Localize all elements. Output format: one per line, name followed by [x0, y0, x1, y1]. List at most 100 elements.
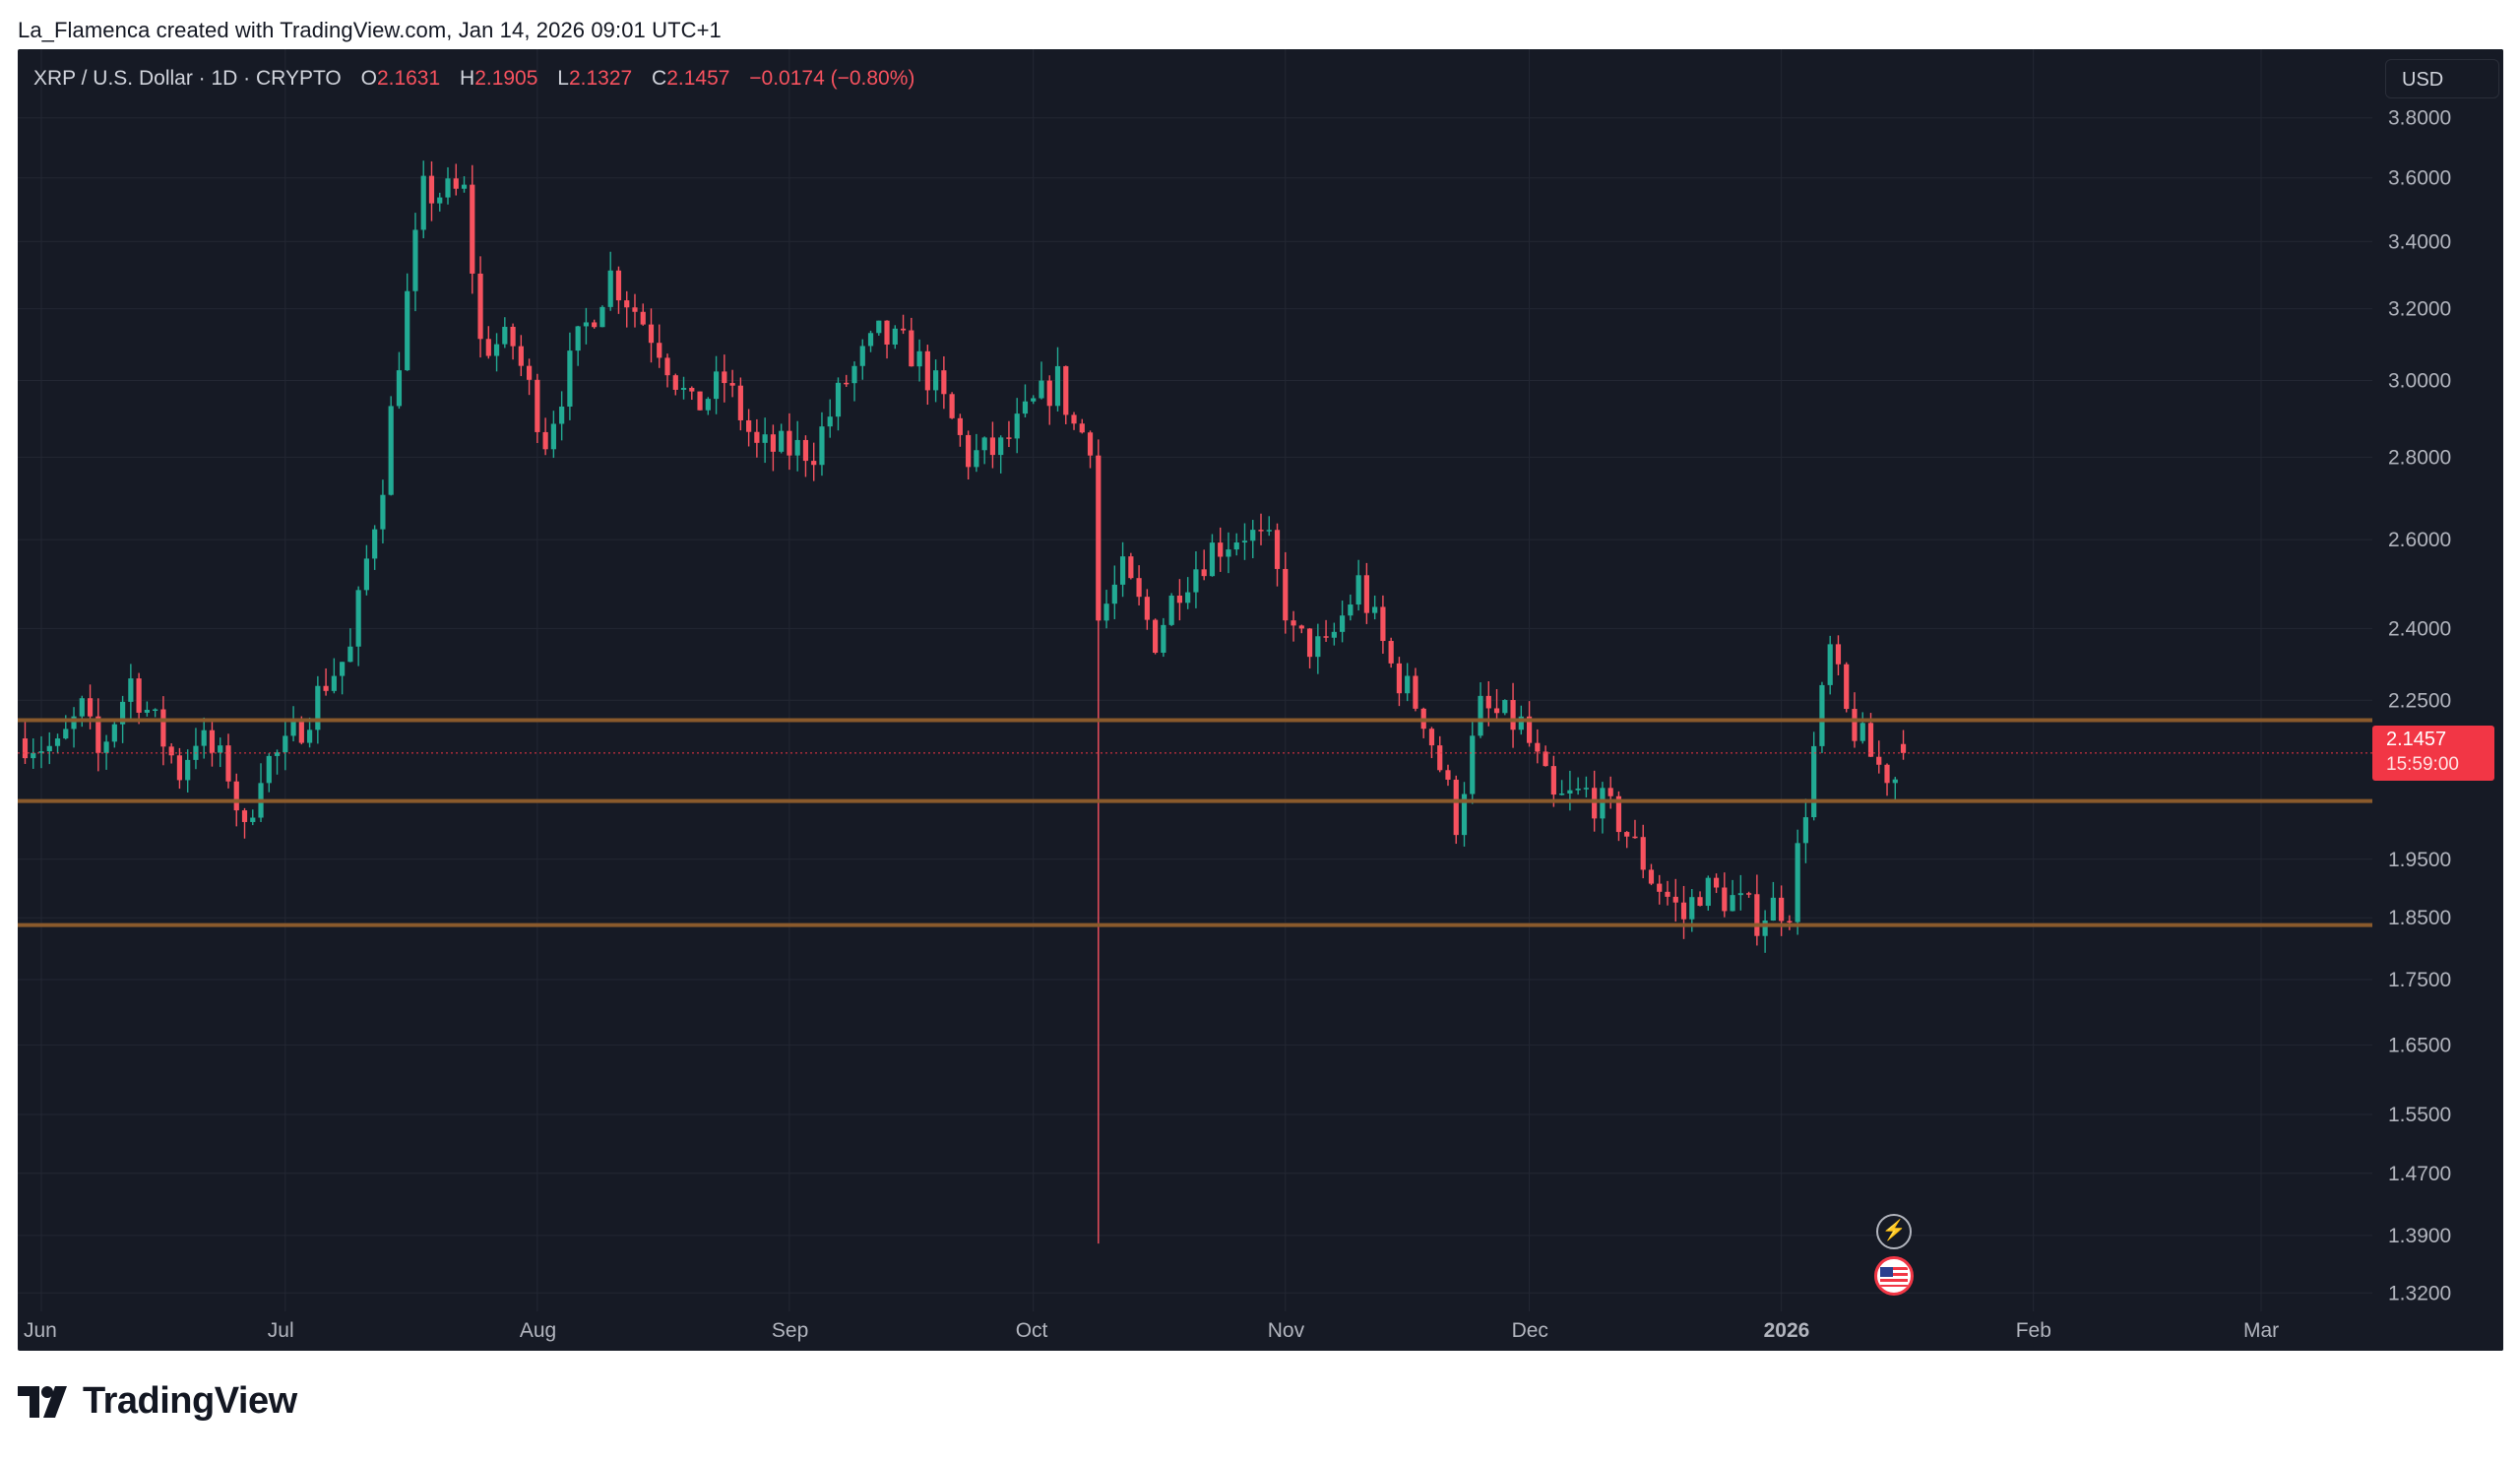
candle-body — [542, 431, 548, 450]
candle-body — [1372, 606, 1378, 613]
candle-body — [1648, 869, 1655, 884]
candle-body — [835, 382, 842, 417]
us-flag-icon[interactable] — [1874, 1256, 1914, 1296]
price-tick-label: 1.4700 — [2388, 1163, 2451, 1185]
candle-body — [1859, 723, 1865, 741]
flag-canton — [1880, 1267, 1893, 1277]
flash-event-icon[interactable]: ⚡ — [1876, 1214, 1912, 1249]
candle-body — [819, 426, 825, 466]
candle-body — [949, 394, 955, 418]
candle-body — [396, 370, 403, 407]
candle-body — [697, 391, 703, 411]
candle-body — [485, 339, 491, 356]
price-axis-area — [2372, 49, 2503, 1351]
candle-body — [31, 752, 36, 759]
candle-body — [412, 229, 418, 291]
candle-body — [306, 730, 313, 743]
candle-body — [705, 399, 711, 411]
price-tick-label: 2.2500 — [2388, 689, 2451, 712]
candle-body — [1144, 597, 1150, 620]
time-tick-label: Mar — [2243, 1319, 2279, 1342]
candle-body — [1258, 530, 1264, 532]
candle-body — [640, 311, 646, 325]
chart-pane[interactable]: 3.8000 3.6000 3.4000 3.2000 3.0000 2.8000 2.60… — [18, 49, 2503, 1351]
candle-body — [1518, 716, 1524, 730]
candle-body — [38, 751, 44, 753]
price-tick-label: 1.7500 — [2388, 969, 2451, 991]
candle-body — [1380, 606, 1386, 642]
price-tick-label: 1.3900 — [2388, 1225, 2451, 1247]
candle-body — [1266, 530, 1272, 532]
currency-button[interactable]: USD — [2385, 59, 2499, 98]
candle-body — [1737, 893, 1743, 896]
candle-body — [1226, 549, 1231, 557]
candle-body — [1762, 921, 1768, 936]
high-label: H — [460, 67, 475, 90]
candle-body — [1795, 843, 1800, 922]
candle-body — [331, 675, 337, 691]
candle-body — [477, 273, 483, 340]
candle-body — [1493, 708, 1500, 714]
low-value: 2.1327 — [568, 67, 633, 90]
candle-body — [989, 437, 996, 456]
candle-body — [1811, 745, 1817, 818]
candle-body — [1233, 541, 1239, 550]
candle-body — [290, 721, 296, 736]
candle-body — [405, 290, 410, 371]
candle-body — [153, 709, 158, 712]
candle-body — [95, 716, 101, 753]
price-chart[interactable]: 3.8000 3.6000 3.4000 3.2000 3.0000 2.8000 2.60… — [18, 49, 2503, 1351]
candle-body — [1592, 788, 1598, 819]
candle-body — [1437, 745, 1443, 771]
symbol-title: XRP / U.S. Dollar · 1D · CRYPTO — [33, 67, 342, 90]
candle-body — [111, 724, 117, 742]
candle-body — [1445, 770, 1451, 780]
candle-body — [298, 721, 304, 743]
candle-body — [54, 738, 61, 746]
candle-body — [1096, 455, 1102, 621]
candle-body — [445, 178, 451, 198]
candle-body — [1413, 675, 1418, 709]
candle-body — [510, 326, 516, 347]
candle-body — [1526, 716, 1533, 743]
candle-body — [1502, 700, 1508, 714]
price-tick-label: 1.6500 — [2388, 1034, 2451, 1056]
candle-body — [1291, 620, 1296, 626]
candle-body — [1567, 790, 1573, 794]
candle-body — [794, 439, 800, 456]
price-tick-label: 3.8000 — [2388, 107, 2451, 130]
candle-body — [1201, 569, 1207, 577]
candle-body — [1657, 883, 1663, 892]
candle-body — [1665, 891, 1670, 897]
candle-body — [225, 745, 231, 782]
candle-body — [209, 730, 216, 753]
candle-body — [1510, 700, 1516, 730]
candle-body — [713, 371, 720, 400]
candle-body — [876, 320, 882, 334]
candle-body — [1079, 423, 1085, 433]
candle-body — [1136, 578, 1142, 598]
candle-body — [1819, 684, 1825, 746]
candle-body — [1128, 556, 1134, 579]
price-tick-label: 3.6000 — [2388, 167, 2451, 190]
time-tick-label: Dec — [1512, 1319, 1548, 1342]
candle-body — [1607, 788, 1613, 796]
tradingview-logo[interactable]: TradingView — [18, 1380, 297, 1423]
candle-body — [1161, 624, 1166, 653]
candle-body — [575, 326, 581, 351]
candle-body — [493, 344, 500, 356]
candle-body — [1363, 575, 1369, 613]
candle-body — [1632, 836, 1638, 839]
close-label: C — [652, 67, 667, 90]
candle-body — [1063, 365, 1069, 415]
candle-body — [347, 646, 353, 663]
candle-body — [1388, 641, 1394, 664]
candle-body — [201, 730, 207, 746]
candle-body — [1705, 877, 1711, 907]
candle-body — [1241, 540, 1248, 542]
price-tick-label: 3.4000 — [2388, 230, 2451, 253]
price-tick-label: 2.6000 — [2388, 529, 2451, 551]
candle-body — [1827, 644, 1833, 685]
candle-body — [567, 350, 573, 407]
candle-body — [1209, 542, 1216, 577]
